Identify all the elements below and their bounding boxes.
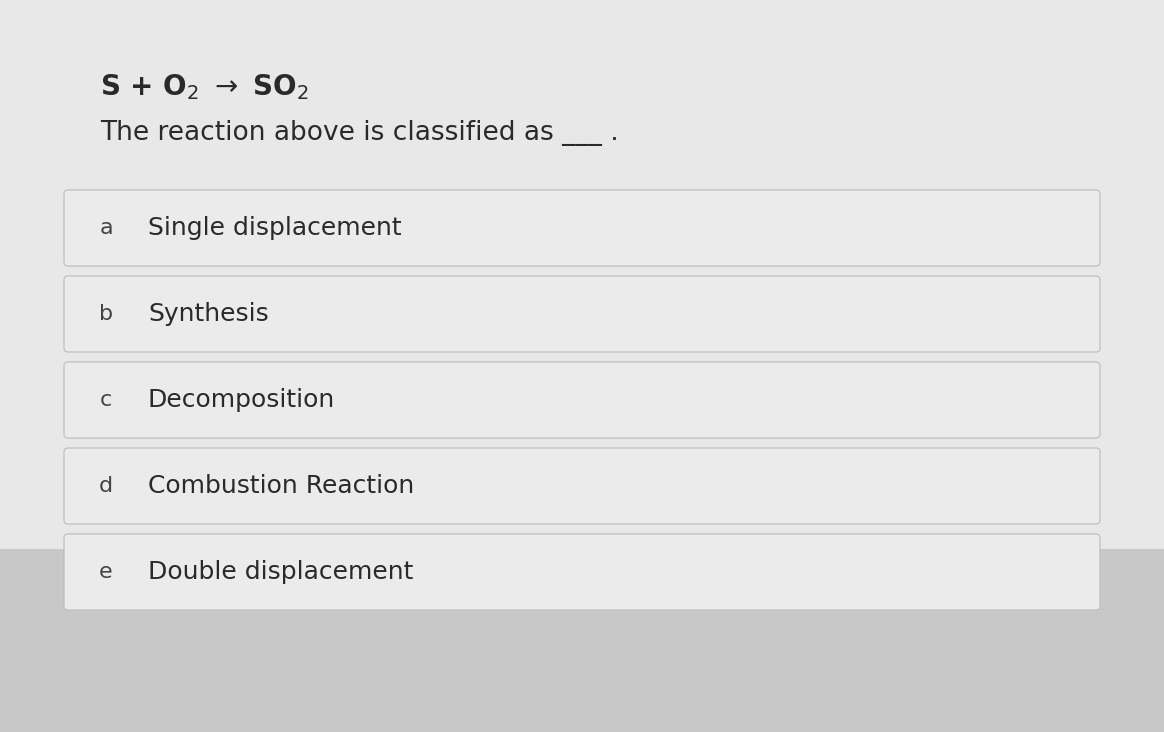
- FancyBboxPatch shape: [64, 276, 1100, 352]
- Text: b: b: [99, 304, 113, 324]
- Bar: [0, 217, 1164, 223]
- Bar: [0, 117, 1164, 123]
- FancyBboxPatch shape: [64, 534, 1100, 610]
- Bar: [0, 100, 1164, 105]
- Text: S + O$_2$ $\rightarrow$ SO$_2$: S + O$_2$ $\rightarrow$ SO$_2$: [100, 72, 310, 102]
- Bar: [0, 205, 1164, 211]
- Bar: [0, 23, 1164, 29]
- Bar: [0, 223, 1164, 228]
- Text: Double displacement: Double displacement: [148, 560, 413, 584]
- Bar: [0, 41, 1164, 47]
- Text: c: c: [100, 390, 112, 410]
- Bar: [0, 47, 1164, 53]
- Text: d: d: [99, 476, 113, 496]
- Text: Single displacement: Single displacement: [148, 216, 402, 240]
- Bar: [0, 170, 1164, 176]
- Text: Decomposition: Decomposition: [148, 388, 335, 412]
- Bar: [0, 199, 1164, 205]
- FancyBboxPatch shape: [64, 362, 1100, 438]
- Bar: [0, 275, 1164, 281]
- Bar: [0, 182, 1164, 187]
- Bar: [0, 35, 1164, 41]
- Bar: [0, 88, 1164, 94]
- Bar: [0, 164, 1164, 170]
- Bar: [0, 105, 1164, 111]
- Bar: [0, 59, 1164, 64]
- Text: e: e: [99, 562, 113, 582]
- FancyBboxPatch shape: [64, 448, 1100, 524]
- Bar: [0, 246, 1164, 252]
- Bar: [0, 123, 1164, 129]
- Bar: [0, 76, 1164, 82]
- Bar: [0, 70, 1164, 76]
- Text: Combustion Reaction: Combustion Reaction: [148, 474, 414, 498]
- Bar: [0, 281, 1164, 287]
- Bar: [0, 258, 1164, 264]
- Bar: [0, 111, 1164, 117]
- Bar: [0, 64, 1164, 70]
- Bar: [0, 193, 1164, 199]
- Bar: [0, 82, 1164, 88]
- Text: a: a: [99, 218, 113, 238]
- Text: Synthesis: Synthesis: [148, 302, 269, 326]
- Bar: [0, 187, 1164, 193]
- Bar: [0, 129, 1164, 135]
- Bar: [0, 53, 1164, 59]
- Bar: [0, 18, 1164, 23]
- Bar: [0, 94, 1164, 100]
- Bar: [0, 240, 1164, 246]
- Bar: [0, 135, 1164, 141]
- Text: The reaction above is classified as ___ .: The reaction above is classified as ___ …: [100, 120, 619, 146]
- Bar: [0, 141, 1164, 146]
- Bar: [0, 0, 1164, 549]
- Bar: [0, 146, 1164, 152]
- Bar: [0, 152, 1164, 158]
- Bar: [0, 211, 1164, 217]
- Bar: [0, 0, 1164, 6]
- Bar: [0, 6, 1164, 12]
- Bar: [0, 12, 1164, 18]
- Bar: [0, 228, 1164, 234]
- Bar: [0, 234, 1164, 240]
- Bar: [0, 176, 1164, 182]
- FancyBboxPatch shape: [64, 190, 1100, 266]
- Bar: [0, 158, 1164, 164]
- Bar: [0, 252, 1164, 258]
- Bar: [0, 264, 1164, 269]
- Bar: [0, 29, 1164, 35]
- Bar: [0, 269, 1164, 275]
